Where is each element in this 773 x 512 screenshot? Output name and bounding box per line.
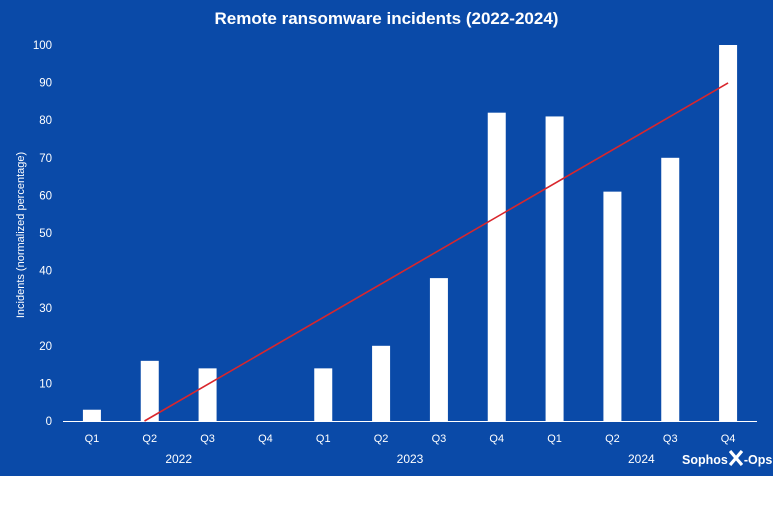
x-tick-label: Q2 (605, 433, 620, 445)
y-tick-label: 70 (39, 153, 52, 165)
bar (719, 45, 738, 421)
y-tick-label: 100 (33, 40, 52, 52)
x-tick-label: Q3 (663, 433, 678, 445)
x-group-label: 2023 (397, 452, 424, 466)
x-group-label: 2022 (165, 452, 192, 466)
chart-panel: Remote ransomware incidents (2022-2024) … (0, 0, 773, 476)
bar (140, 360, 159, 421)
y-tick-label: 40 (39, 266, 52, 278)
bar (314, 368, 333, 421)
brand-right: -Ops (743, 452, 773, 467)
x-tick-label: Q1 (316, 433, 331, 445)
y-axis-title: Incidents (normalized percentage) (15, 152, 27, 318)
x-tick-label: Q1 (547, 433, 562, 445)
x-tick-label: Q2 (374, 433, 389, 445)
y-tick-label: 90 (39, 78, 52, 90)
trendline (144, 82, 729, 422)
sophos-xops-logo: Sophos -Ops (682, 449, 773, 469)
y-tick-label: 60 (39, 190, 52, 202)
x-tick-label: Q4 (721, 433, 736, 445)
y-tick-label: 80 (39, 115, 52, 127)
y-tick-label: 50 (39, 228, 52, 240)
brand-left: Sophos (682, 452, 728, 467)
bar (429, 278, 448, 421)
x-tick-label: Q3 (432, 433, 447, 445)
bar (545, 116, 564, 421)
x-mark-icon (728, 449, 744, 469)
bar (661, 157, 680, 422)
y-tick-label: 30 (39, 303, 52, 315)
bar (82, 409, 101, 421)
bar (372, 345, 391, 421)
x-tick-label: Q2 (142, 433, 157, 445)
x-tick-label: Q3 (200, 433, 215, 445)
x-group-label: 2024 (628, 452, 655, 466)
chart: 0 10 20 30 40 50 60 70 80 90 100 Incidents (normali… (15, 40, 757, 466)
bar (198, 368, 217, 421)
y-tick-label: 20 (39, 341, 52, 353)
bar (487, 112, 506, 422)
bar (603, 191, 622, 421)
x-tick-label: Q1 (85, 433, 100, 445)
y-tick-label: 10 (39, 378, 52, 390)
chart-title: Remote ransomware incidents (2022-2024) (214, 9, 559, 28)
x-tick-label: Q4 (489, 433, 504, 445)
x-tick-label: Q4 (258, 433, 273, 445)
y-tick-label: 0 (46, 416, 52, 428)
